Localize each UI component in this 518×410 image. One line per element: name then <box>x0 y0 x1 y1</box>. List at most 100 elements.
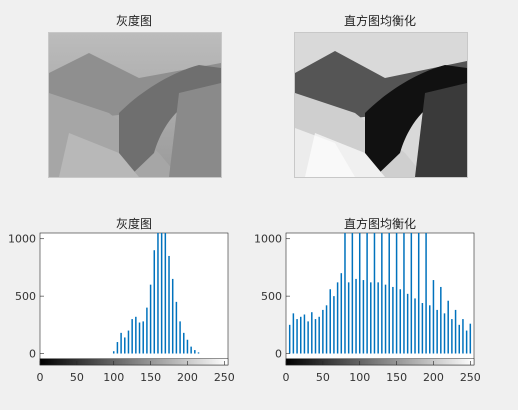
histogram-bar <box>395 233 398 354</box>
histogram-bar <box>425 233 427 354</box>
x-tick-label: 200 <box>177 371 198 384</box>
plot-area <box>39 232 229 366</box>
histogram-bar <box>344 233 346 354</box>
histogram-bar <box>149 284 152 354</box>
histogram-bar <box>288 324 291 354</box>
plot-area <box>285 232 475 366</box>
equalized-landscape-image <box>294 32 468 178</box>
x-tick-label: 250 <box>214 371 235 384</box>
histogram-bar <box>325 305 328 354</box>
histogram-bar <box>116 342 119 354</box>
histogram-bar <box>171 278 174 354</box>
histogram-bar <box>168 255 170 354</box>
histogram-bar <box>432 280 435 354</box>
x-tick-label: 100 <box>103 371 124 384</box>
histogram-bar <box>414 298 416 354</box>
histogram-bar <box>362 280 365 354</box>
title-equalized-image: 直方图均衡化 <box>343 14 416 28</box>
histogram-bar <box>351 233 354 354</box>
histogram-bar <box>197 352 200 354</box>
histogram-bar <box>175 301 178 354</box>
histogram-bar <box>146 307 148 354</box>
histogram-bar <box>127 330 130 354</box>
histogram-bar <box>451 319 453 354</box>
histogram-grayscale: 0 500 1000 0 50 100 150 200 250 <box>8 232 235 384</box>
title-grayscale-histogram: 灰度图 <box>115 217 152 231</box>
histogram-bar <box>194 350 196 354</box>
histogram-bar <box>120 332 122 354</box>
histogram-bar <box>399 289 402 354</box>
histogram-bar <box>157 233 159 354</box>
y-tick-label: 500 <box>15 290 36 303</box>
histogram-bar <box>421 303 424 354</box>
x-tick-label: 250 <box>460 371 481 384</box>
histogram-bar <box>373 233 376 354</box>
histogram-bar <box>336 282 339 354</box>
histogram-bar <box>462 319 464 354</box>
histogram-bar <box>314 319 317 354</box>
histogram-bar <box>377 282 379 354</box>
histogram-bar <box>469 323 472 354</box>
x-tick-label: 50 <box>70 371 84 384</box>
histogram-bar <box>160 233 163 354</box>
y-tick-label: 1000 <box>8 233 36 246</box>
histogram-bar <box>384 284 387 354</box>
histogram-bar <box>454 309 457 354</box>
x-tick-label: 200 <box>423 371 444 384</box>
histogram-bar <box>410 233 413 354</box>
histogram-bar <box>465 330 468 354</box>
histogram-bar <box>403 233 405 354</box>
x-tick-label: 100 <box>349 371 370 384</box>
histogram-bar <box>458 324 461 354</box>
grayscale-landscape-image <box>48 32 222 178</box>
histogram-bar <box>333 296 335 354</box>
histogram-bar <box>443 313 446 354</box>
histogram-bar <box>417 233 420 354</box>
x-tick-label: 150 <box>386 371 407 384</box>
histogram-bar <box>406 293 409 354</box>
histogram-bar <box>388 233 390 354</box>
histogram-bar <box>138 322 141 354</box>
histogram-bar <box>112 351 115 354</box>
histogram-bar <box>429 305 431 354</box>
y-tick-label: 0 <box>29 348 36 361</box>
histogram-bar <box>322 309 324 354</box>
histogram-bar <box>340 273 343 354</box>
histogram-bar <box>392 286 394 354</box>
histogram-bar <box>190 346 192 354</box>
histogram-bar <box>318 316 320 354</box>
histogram-bar <box>303 314 306 354</box>
histogram-bar <box>307 321 309 354</box>
histogram-bar <box>355 278 357 354</box>
histogram-bar <box>436 309 438 354</box>
y-tick-label: 500 <box>261 290 282 303</box>
x-tick-label: 150 <box>140 371 161 384</box>
histogram-bar <box>447 300 449 354</box>
histogram-bar <box>381 233 383 354</box>
histogram-bar <box>142 321 144 354</box>
histogram-bar <box>135 316 137 354</box>
x-tick-label: 0 <box>37 371 44 384</box>
y-tick-label: 1000 <box>254 233 282 246</box>
histogram-bar <box>131 319 133 354</box>
histogram-bar <box>179 321 181 354</box>
histogram-bar <box>358 233 361 354</box>
histogram-bar <box>440 286 442 354</box>
histogram-bar <box>186 339 189 354</box>
histogram-bar <box>347 282 350 354</box>
histogram-bar <box>370 282 372 354</box>
histogram-bar <box>153 250 156 354</box>
histogram-bar <box>124 337 126 354</box>
histogram-bar <box>292 313 295 354</box>
histogram-equalized: 0 500 1000 0 50 100 150 200 250 <box>254 232 481 384</box>
histogram-bar <box>299 316 302 354</box>
histogram-bar <box>366 233 368 354</box>
title-equalized-histogram: 直方图均衡化 <box>343 217 416 231</box>
histogram-bar <box>329 289 331 354</box>
histogram-bar <box>296 319 298 354</box>
histogram-bar <box>311 312 313 354</box>
x-tick-label: 0 <box>283 371 290 384</box>
grayscale-colorbar <box>39 358 229 366</box>
x-tick-label: 50 <box>316 371 330 384</box>
